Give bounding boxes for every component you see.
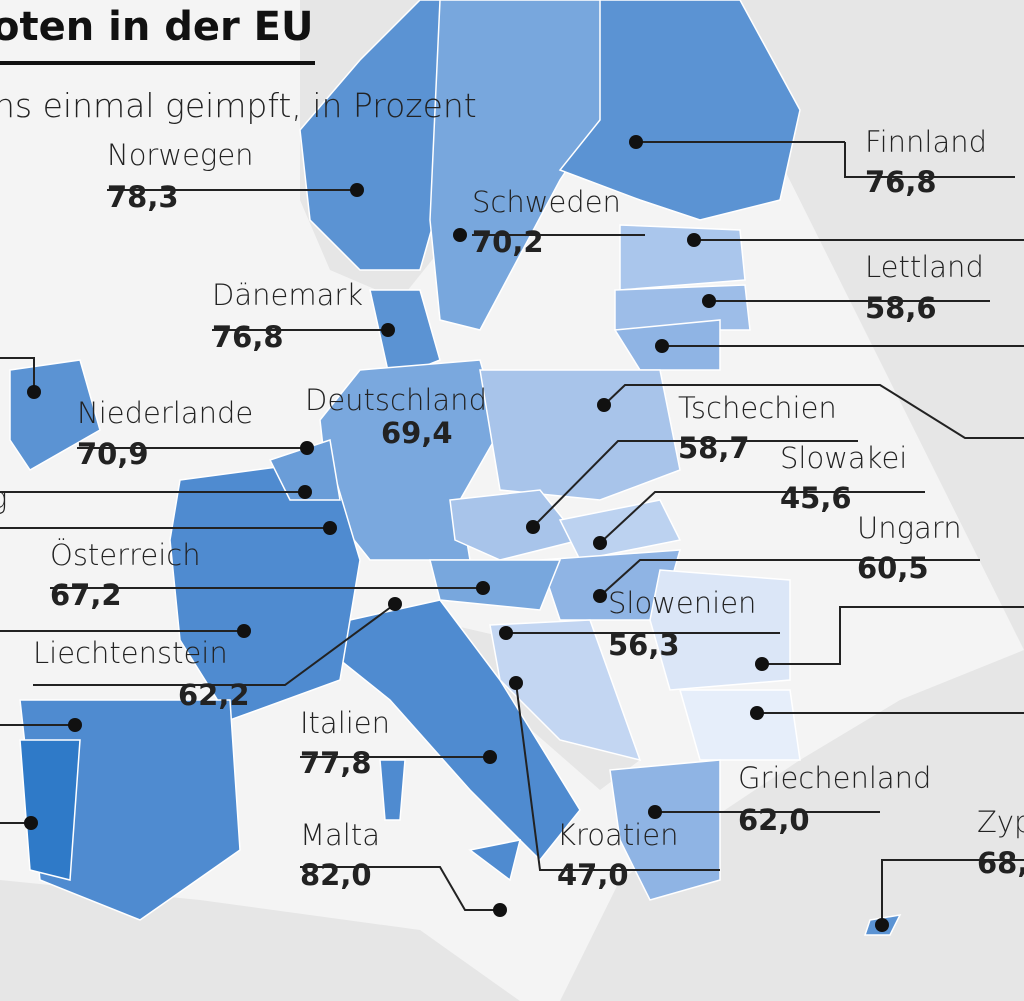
country-value: 67,2: [50, 578, 122, 612]
country-value: 70,9: [77, 437, 149, 471]
country-value: 69,4: [381, 416, 453, 450]
country-value: 77,8: [300, 746, 372, 780]
country-value: 76,8: [212, 320, 284, 354]
country-value: 78,3: [107, 180, 179, 214]
country-name: g: [0, 481, 7, 515]
country-name: Tschechien: [678, 391, 837, 425]
country-name: Slowakei: [780, 441, 907, 475]
country-value: 47,0: [557, 858, 629, 892]
country-name: Schweden: [472, 185, 621, 219]
country-name: Österreich: [50, 538, 201, 572]
title: oten in der EU: [0, 4, 313, 50]
country-value: 76,8: [865, 165, 937, 199]
country-name: Malta: [300, 818, 380, 852]
country-value: 58,6: [865, 291, 937, 325]
country-name: Kroatien: [557, 818, 678, 852]
country-value: 56,3: [608, 628, 680, 662]
country-value: 70,2: [472, 225, 544, 259]
country-value: 45,6: [780, 481, 852, 515]
country-name: Norwegen: [107, 138, 254, 172]
country-name: Liechtenstein: [33, 636, 228, 670]
subtitle: ns einmal geimpft, in Prozent: [0, 86, 477, 125]
country-name: Slowenien: [608, 586, 756, 620]
country-name: Lettland: [865, 250, 984, 284]
land-eu: [9, 0, 902, 936]
country-value: 60,5: [857, 551, 929, 585]
country-value: 62,0: [738, 803, 810, 837]
dots: [24, 135, 889, 932]
country-name: Ungarn: [857, 511, 962, 545]
leaders: [0, 141, 1024, 925]
country-name: Griechenland: [738, 761, 931, 795]
country-name: Italien: [300, 706, 390, 740]
country-value: 62,2: [178, 678, 250, 712]
country-value: 68,: [977, 846, 1024, 880]
country-value: 82,0: [300, 858, 372, 892]
country-name: Niederlande: [77, 396, 253, 430]
country-name: Zyp: [977, 805, 1024, 839]
country-name: Dänemark: [212, 278, 363, 312]
country-name: Deutschland: [305, 383, 487, 417]
country-value: 58,7: [678, 431, 750, 465]
country-name: Finnland: [865, 125, 987, 159]
